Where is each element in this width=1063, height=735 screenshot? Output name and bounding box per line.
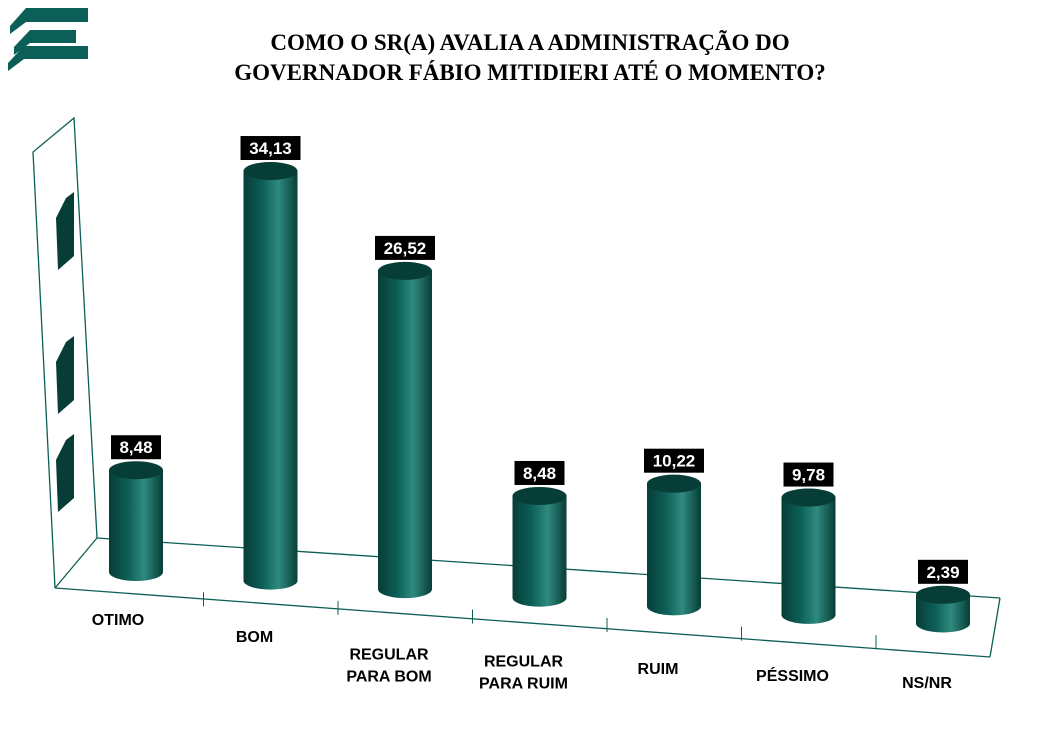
data-label-1: 34,13	[240, 136, 301, 161]
data-label-6: 2,39	[918, 559, 968, 584]
category-label-3: REGULAR	[484, 654, 564, 671]
bar-body	[781, 497, 836, 624]
data-label-3: 8,48	[514, 460, 565, 485]
data-label-bg	[783, 462, 834, 487]
chart-title: COMO O SR(A) AVALIA A ADMINISTRAÇÃO DO G…	[150, 28, 910, 88]
category-label-6: NS/NR	[902, 675, 952, 692]
wall-mark	[56, 192, 74, 270]
data-label-bg	[644, 448, 704, 473]
side-wall	[32, 116, 98, 589]
bars	[109, 162, 970, 633]
bar-top	[781, 488, 836, 507]
data-label-5: 9,78	[783, 462, 834, 487]
wall-decoration	[56, 192, 74, 512]
bar-top	[916, 585, 970, 604]
bar-2	[378, 261, 432, 599]
data-label-text: 8,48	[523, 464, 556, 483]
data-label-2: 26,52	[375, 235, 435, 260]
data-label-text: 26,52	[384, 239, 427, 258]
chart-title-line-1: COMO O SR(A) AVALIA A ADMINISTRAÇÃO DO	[270, 30, 790, 55]
bar-1	[243, 162, 298, 590]
chart-frame	[32, 116, 1001, 658]
wall-mark	[56, 336, 74, 414]
category-label-2: PARA BOM	[346, 668, 431, 685]
category-label-3: PARA RUIM	[479, 676, 568, 693]
category-label-2: REGULAR	[349, 646, 429, 663]
bar-5	[781, 488, 836, 624]
data-label-text: 10,22	[653, 452, 696, 471]
bar-body	[243, 171, 298, 590]
company-logo	[8, 8, 88, 71]
data-label-text: 34,13	[249, 139, 292, 158]
data-label-text: 9,78	[792, 466, 825, 485]
bar-body	[512, 495, 567, 607]
bar-3	[512, 486, 567, 607]
category-label-0: OTIMO	[92, 612, 144, 629]
bar-4	[647, 474, 701, 616]
bar-0	[109, 461, 163, 581]
chart-title-line-2: GOVERNADOR FÁBIO MITIDIERI ATÉ O MOMENTO…	[234, 60, 826, 85]
data-label-bg	[918, 559, 968, 584]
data-label-bg	[375, 235, 435, 260]
data-labels: 8,48 34,13 26,52 8,48 10,22 9,78 2,39	[111, 136, 968, 584]
data-label-bg	[514, 460, 565, 485]
data-label-bg	[240, 136, 301, 161]
category-label-5: PÉSSIMO	[756, 666, 829, 685]
floor-front-edge	[54, 587, 991, 658]
data-label-bg	[111, 435, 161, 460]
bar-body	[647, 483, 701, 616]
wall-mark	[56, 434, 74, 512]
category-labels: OTIMO BOM REGULAR PARA BOM REGULAR PARA RUIM R…	[92, 612, 953, 693]
bar-body	[916, 594, 970, 633]
bar-6	[916, 585, 970, 633]
bar-body	[109, 470, 163, 581]
bar-top	[647, 474, 701, 493]
bar-top	[512, 486, 567, 505]
category-label-4: RUIM	[638, 661, 679, 678]
bar-top	[378, 261, 432, 280]
data-label-text: 2,39	[926, 563, 959, 582]
category-label-1: BOM	[236, 629, 273, 646]
bar-top	[243, 162, 298, 181]
data-label-text: 8,48	[119, 438, 152, 457]
floor-right-edge	[989, 597, 1001, 658]
bar-top	[109, 461, 163, 480]
data-label-0: 8,48	[111, 435, 161, 460]
floor-left-edge	[54, 537, 98, 589]
data-label-4: 10,22	[644, 448, 704, 473]
bar-body	[378, 270, 432, 599]
